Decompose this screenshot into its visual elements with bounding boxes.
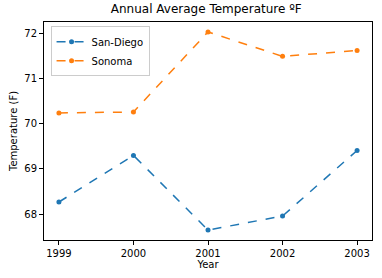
svg-text:Temperature (F): Temperature (F): [8, 91, 19, 172]
svg-text:San-Diego: San-Diego: [92, 37, 144, 48]
svg-text:2001: 2001: [195, 248, 220, 259]
svg-text:71: 71: [24, 73, 37, 84]
svg-text:70: 70: [24, 118, 37, 129]
svg-text:1999: 1999: [46, 248, 71, 259]
svg-text:2000: 2000: [121, 248, 146, 259]
svg-text:72: 72: [24, 28, 37, 39]
svg-text:Year: Year: [196, 259, 219, 270]
svg-text:2002: 2002: [270, 248, 295, 259]
svg-text:2003: 2003: [344, 248, 369, 259]
svg-text:Sonoma: Sonoma: [92, 56, 133, 67]
svg-text:69: 69: [24, 163, 37, 174]
svg-text:Annual Average Temperature ºF: Annual Average Temperature ºF: [111, 2, 302, 16]
svg-text:68: 68: [24, 209, 37, 220]
